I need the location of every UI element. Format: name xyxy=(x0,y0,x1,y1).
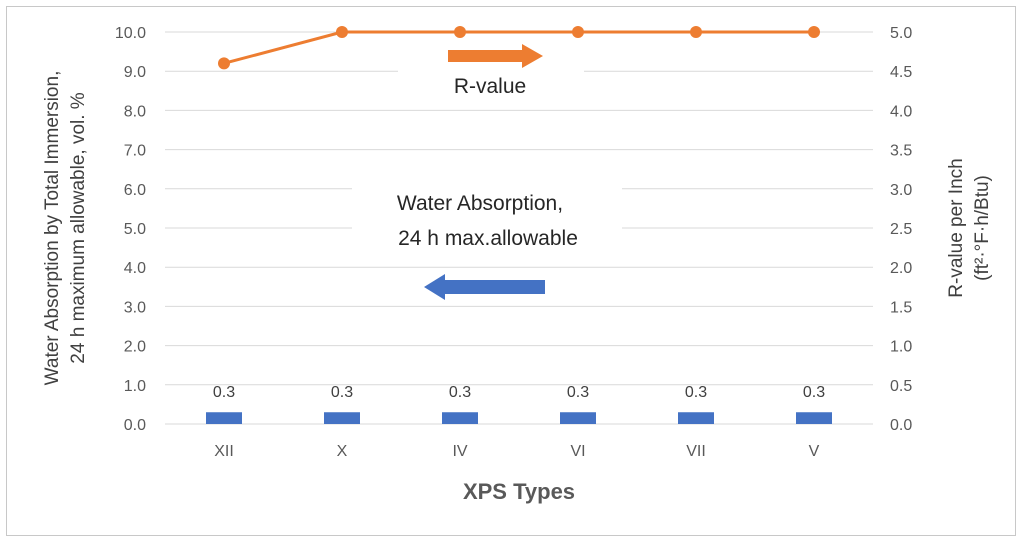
water-absorption-bar xyxy=(206,412,242,424)
bar-data-label: 0.3 xyxy=(685,384,707,401)
left-axis-tick-label: 10.0 xyxy=(115,25,146,42)
x-axis-tick-label: IV xyxy=(452,443,467,460)
r-value-point xyxy=(218,57,230,70)
r-value-point xyxy=(336,26,348,38)
x-axis-tick-label: V xyxy=(809,443,820,460)
right-axis-tick-label: 4.0 xyxy=(890,103,912,120)
right-axis-tick-label: 4.5 xyxy=(890,64,912,81)
x-axis-title: XPS Types xyxy=(463,479,575,504)
right-axis-tick-label: 0.0 xyxy=(890,417,912,434)
r-value-line xyxy=(218,26,820,70)
right-axis-tick-label: 3.5 xyxy=(890,143,912,160)
r-value-point xyxy=(690,26,702,38)
water-absorption-bar xyxy=(560,412,596,424)
right-axis-tick-label: 2.0 xyxy=(890,260,912,277)
right-axis-title-line1: R-value per Inch xyxy=(946,158,967,297)
x-axis-tick-label: XII xyxy=(214,443,234,460)
left-axis-tick-label: 8.0 xyxy=(124,103,146,120)
right-axis-tick-label: 0.5 xyxy=(890,378,912,395)
x-axis-tick-label: X xyxy=(337,443,348,460)
bar-data-label: 0.3 xyxy=(331,384,353,401)
r-value-point xyxy=(808,26,820,38)
water-absorption-bar xyxy=(796,412,832,424)
r-value-label-bg xyxy=(398,68,584,104)
r-value-annotation: R-value xyxy=(454,75,526,98)
left-axis-title-line1: Water Absorption by Total Immersion, xyxy=(42,71,63,386)
left-axis-tick-label: 9.0 xyxy=(124,64,146,81)
left-axis-tick-label: 2.0 xyxy=(124,339,146,356)
right-axis-tick-label: 2.5 xyxy=(890,221,912,238)
chart-frame xyxy=(6,6,1016,536)
left-axis-tick-label: 3.0 xyxy=(124,299,146,316)
left-axis-tick-label: 0.0 xyxy=(124,417,146,434)
left-axis-tick-label: 7.0 xyxy=(124,143,146,160)
x-axis-tick-label: VII xyxy=(686,443,706,460)
bar-data-label: 0.3 xyxy=(567,384,589,401)
r-value-series-line xyxy=(223,30,814,65)
left-axis-tick-label: 1.0 xyxy=(124,378,146,395)
water-absorption-annotation-line1: Water Absorption, xyxy=(397,192,563,215)
water-absorption-bar xyxy=(678,412,714,424)
water-absorption-bar xyxy=(324,412,360,424)
right-axis-tick-label: 1.0 xyxy=(890,339,912,356)
left-axis-tick-label: 5.0 xyxy=(124,221,146,238)
right-axis-tick-label: 3.0 xyxy=(890,182,912,199)
axis-ticks: 0.0 1.0 2.0 3.0 4.0 5.0 6.0 7.0 8.0 9.0 10.0 0.0 0.5… xyxy=(115,25,912,460)
water-absorption-arrow-left xyxy=(424,274,545,300)
bar-data-label: 0.3 xyxy=(213,384,235,401)
water-absorption-bar xyxy=(442,412,478,424)
left-axis-tick-label: 4.0 xyxy=(124,260,146,277)
bar-data-label: 0.3 xyxy=(449,384,471,401)
r-value-point xyxy=(572,26,584,38)
water-label-bg xyxy=(352,183,622,253)
left-axis-title-line2: 24 h maximum allowable, vol. % xyxy=(68,92,89,363)
x-axis-tick-label: VI xyxy=(570,443,585,460)
left-axis-tick-label: 6.0 xyxy=(124,182,146,199)
water-absorption-bars: 0.3 0.3 0.3 0.3 0.3 0.3 xyxy=(206,384,832,424)
r-value-point xyxy=(454,26,466,38)
right-axis-tick-label: 5.0 xyxy=(890,25,912,42)
gridlines xyxy=(165,31,873,425)
right-axis-title-line2: (ft²·°F·h/Btu) xyxy=(972,175,993,281)
r-value-arrow-right xyxy=(448,44,543,68)
water-absorption-annotation-line2: 24 h max.allowable xyxy=(398,227,578,250)
right-axis-tick-label: 1.5 xyxy=(890,299,912,316)
bar-data-label: 0.3 xyxy=(803,384,825,401)
